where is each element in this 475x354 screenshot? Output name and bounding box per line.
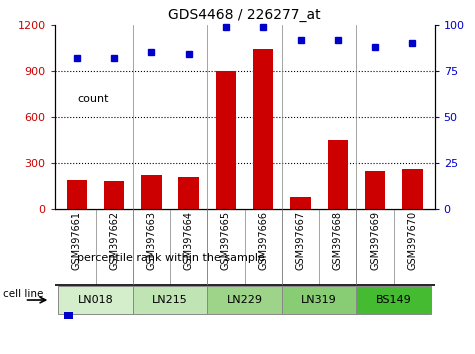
Text: GSM397661: GSM397661 — [72, 211, 82, 270]
Text: GSM397669: GSM397669 — [370, 211, 380, 270]
Bar — [402, 169, 423, 209]
Bar — [216, 71, 236, 209]
Text: percentile rank within the sample: percentile rank within the sample — [77, 253, 266, 263]
Bar — [328, 140, 348, 209]
Text: GSM397665: GSM397665 — [221, 211, 231, 270]
Bar — [356, 286, 431, 314]
Bar — [64, 35, 73, 159]
Bar — [290, 198, 311, 209]
Title: GDS4468 / 226277_at: GDS4468 / 226277_at — [168, 8, 321, 22]
Bar — [253, 49, 274, 209]
Text: cell line: cell line — [3, 289, 43, 299]
Bar — [66, 181, 87, 209]
Bar — [104, 181, 124, 209]
Bar — [208, 286, 282, 314]
Bar — [141, 175, 162, 209]
Text: BS149: BS149 — [376, 295, 411, 305]
Text: GSM397663: GSM397663 — [146, 211, 156, 270]
Bar — [365, 171, 385, 209]
Text: GSM397667: GSM397667 — [295, 211, 305, 270]
Text: GSM397666: GSM397666 — [258, 211, 268, 270]
Text: LN215: LN215 — [152, 295, 188, 305]
Bar — [282, 286, 356, 314]
Text: count: count — [77, 94, 109, 104]
Text: GSM397664: GSM397664 — [184, 211, 194, 270]
Text: GSM397668: GSM397668 — [333, 211, 343, 270]
Bar — [64, 195, 73, 319]
Text: GSM397662: GSM397662 — [109, 211, 119, 270]
Text: LN018: LN018 — [78, 295, 114, 305]
Bar — [133, 286, 208, 314]
Text: LN319: LN319 — [301, 295, 337, 305]
Text: LN229: LN229 — [227, 295, 263, 305]
Text: GSM397670: GSM397670 — [407, 211, 417, 270]
Bar — [179, 177, 199, 209]
Bar — [58, 286, 133, 314]
